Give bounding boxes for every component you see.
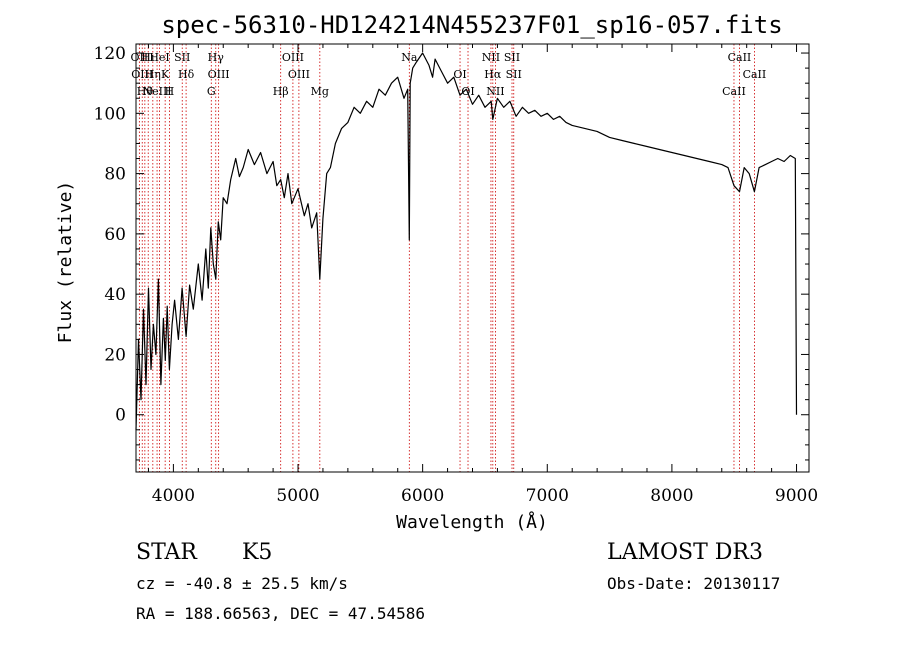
line-marker-label: SII (506, 68, 522, 81)
line-marker-label: SII (174, 51, 190, 64)
y-tick-label: 120 (94, 44, 126, 64)
line-marker-label: NeIII (142, 85, 171, 98)
line-marker-label: K (161, 68, 170, 81)
plot-frame (135, 43, 810, 473)
spectral-line-markers (138, 44, 755, 472)
y-tick-label: 80 (104, 165, 126, 185)
line-marker-label: H (165, 85, 175, 98)
spectrum-info: STAR K5 LAMOST DR3 cz = -40.8 ± 25.5 km/… (136, 540, 780, 623)
line-marker-label: SII (504, 51, 520, 64)
flux-series-line (135, 52, 798, 430)
y-tick-label: 0 (115, 406, 126, 426)
x-tick-label: 9000 (775, 486, 818, 506)
line-marker-label: G (207, 85, 216, 98)
line-marker-label: Hα (484, 68, 502, 81)
x-axis-ticks: 4000 5000 6000 7000 8000 9000 (147, 44, 818, 506)
x-tick-label: 7000 (526, 486, 569, 506)
x-tick-label: 4000 (152, 486, 195, 506)
line-marker-label: Hη (145, 68, 161, 81)
line-marker-label: CaII (728, 51, 752, 64)
line-marker-label: CaII (722, 85, 746, 98)
observation-date: Obs-Date: 20130117 (607, 574, 780, 593)
line-marker-label: NII (482, 51, 500, 64)
spectral-line-labels: OII OIII Hθ Hι Hη NeIII HeI KH SII Hδ G Hγ OIII Hβ OII… (131, 51, 767, 98)
redshift-value: cz = -40.8 ± 25.5 km/s (136, 574, 348, 593)
x-tick-label: 6000 (401, 486, 444, 506)
line-marker-label: OIII (208, 68, 230, 81)
y-tick-label: 40 (104, 285, 126, 305)
y-tick-label: 60 (104, 225, 126, 245)
sky-coordinates: RA = 188.66563, DEC = 47.54586 (136, 604, 425, 623)
line-marker-label: Hι (141, 51, 155, 64)
line-marker-label: OIII (288, 68, 310, 81)
line-marker-label: OIII (131, 68, 153, 81)
line-marker-label: Hδ (178, 68, 195, 81)
line-marker-label: Hβ (273, 85, 289, 98)
line-marker-label: Hγ (208, 51, 225, 64)
line-marker-label: NII (486, 85, 504, 98)
line-marker-label: OI (461, 85, 474, 98)
survey-name: LAMOST DR3 (607, 540, 763, 565)
object-subclass: K5 (242, 540, 272, 565)
object-class: STAR (136, 540, 198, 565)
line-marker-label: HeI (149, 51, 169, 64)
line-marker-label: OII (131, 51, 149, 64)
line-marker-label: Na (401, 51, 418, 64)
x-axis-label: Wavelength (Å) (396, 511, 548, 533)
line-marker-label: OIII (282, 51, 304, 64)
x-tick-label: 8000 (650, 486, 693, 506)
line-marker-label: CaII (743, 68, 767, 81)
x-tick-label: 5000 (276, 486, 319, 506)
line-marker-label: Mg (311, 85, 329, 98)
y-tick-label: 100 (94, 104, 126, 124)
line-marker-label: OI (453, 68, 466, 81)
chart-title: spec-56310-HD124214N455237F01_sp16-057.f… (161, 11, 782, 39)
y-tick-label: 20 (104, 345, 126, 365)
y-axis-ticks: 0 20 40 60 80 100 120 (94, 44, 809, 461)
y-axis-label: Flux (relative) (55, 181, 76, 344)
line-marker-label: Hθ (137, 85, 154, 98)
